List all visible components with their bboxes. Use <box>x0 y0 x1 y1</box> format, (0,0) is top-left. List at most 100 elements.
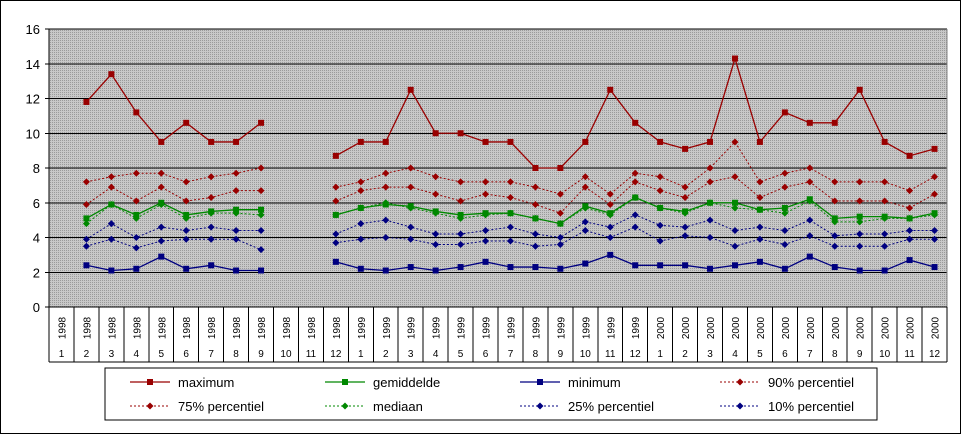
data-point <box>357 265 364 272</box>
data-point <box>606 234 614 241</box>
data-point <box>706 234 714 241</box>
legend-label: minimum <box>568 375 621 390</box>
data-point <box>582 203 589 210</box>
data-point <box>607 251 614 258</box>
data-point <box>632 262 639 269</box>
data-point <box>856 242 864 250</box>
data-point <box>107 220 115 228</box>
data-point <box>931 190 939 198</box>
y-tick-label: 10 <box>26 126 40 141</box>
data-point <box>756 223 764 231</box>
series-75-percentiel <box>82 173 939 217</box>
data-point <box>831 178 839 186</box>
data-point <box>906 187 914 195</box>
x-month-label: 11 <box>605 349 616 360</box>
data-point <box>407 264 414 271</box>
data-point <box>632 194 639 201</box>
data-point <box>82 235 90 243</box>
data-point <box>107 235 115 243</box>
data-point <box>132 244 140 252</box>
data-point <box>606 190 614 198</box>
data-point <box>781 183 789 191</box>
data-point <box>856 197 864 205</box>
data-point <box>557 220 564 227</box>
data-point <box>906 257 913 264</box>
x-year-label: 1998 <box>107 316 118 339</box>
data-point <box>457 211 464 218</box>
data-point <box>207 235 215 243</box>
data-point <box>656 187 664 195</box>
series-layer <box>82 55 939 274</box>
y-tick-label: 0 <box>33 300 40 315</box>
data-point <box>332 211 339 218</box>
x-month-label: 5 <box>757 349 763 360</box>
data-point <box>506 194 514 202</box>
data-point <box>232 187 240 195</box>
data-point <box>831 215 838 222</box>
x-month-label: 5 <box>158 349 164 360</box>
data-point <box>756 138 763 145</box>
data-point <box>531 200 539 208</box>
data-point <box>407 183 415 191</box>
data-point <box>183 211 190 218</box>
data-point <box>731 173 739 181</box>
data-point <box>107 173 115 181</box>
data-point <box>357 187 365 195</box>
data-point <box>931 145 938 152</box>
series-gemiddelde <box>83 194 938 227</box>
data-point <box>208 138 215 145</box>
data-point <box>207 173 215 181</box>
legend-label: 25% percentiel <box>568 399 654 414</box>
x-month-label: 10 <box>280 349 292 360</box>
data-point <box>432 240 440 248</box>
data-point <box>407 86 414 93</box>
data-point <box>457 264 464 271</box>
data-point <box>557 265 564 272</box>
data-point <box>382 169 390 177</box>
series-10-percentiel <box>82 223 939 254</box>
legend-label: 75% percentiel <box>178 399 264 414</box>
data-point <box>756 178 764 186</box>
data-point <box>631 178 639 186</box>
data-point <box>432 230 440 238</box>
x-month-label: 4 <box>134 349 140 360</box>
x-month-label: 10 <box>879 349 891 360</box>
data-point <box>157 169 165 177</box>
data-point <box>407 223 415 231</box>
data-point <box>581 173 589 181</box>
data-point <box>432 208 439 215</box>
data-point <box>831 197 839 205</box>
legend-swatch-marker <box>147 379 153 385</box>
data-point <box>881 267 888 274</box>
data-point <box>631 169 639 177</box>
data-point <box>632 119 639 126</box>
data-point <box>132 197 140 205</box>
data-point <box>532 264 539 271</box>
data-point <box>133 109 140 116</box>
x-year-label: 1999 <box>357 316 368 339</box>
data-point <box>531 242 539 250</box>
data-point <box>357 220 365 228</box>
data-point <box>507 264 514 271</box>
x-year-label: 1999 <box>382 316 393 339</box>
data-point <box>881 230 889 238</box>
data-point <box>881 213 888 220</box>
x-month-label: 9 <box>258 349 264 360</box>
data-point <box>781 265 788 272</box>
data-point <box>656 173 664 181</box>
data-point <box>332 230 340 238</box>
data-point <box>581 218 589 226</box>
data-point <box>731 227 739 235</box>
y-tick-label: 6 <box>33 196 40 211</box>
data-point <box>581 227 589 235</box>
data-point <box>906 215 913 222</box>
data-point <box>756 206 763 213</box>
data-point <box>457 197 465 205</box>
series-maximum <box>83 55 938 171</box>
data-point <box>357 235 365 243</box>
legend-label: 90% percentiel <box>768 375 854 390</box>
data-point <box>457 178 465 186</box>
x-year-label: 2000 <box>856 316 867 339</box>
x-month-label: 3 <box>109 349 115 360</box>
data-point <box>906 204 914 212</box>
